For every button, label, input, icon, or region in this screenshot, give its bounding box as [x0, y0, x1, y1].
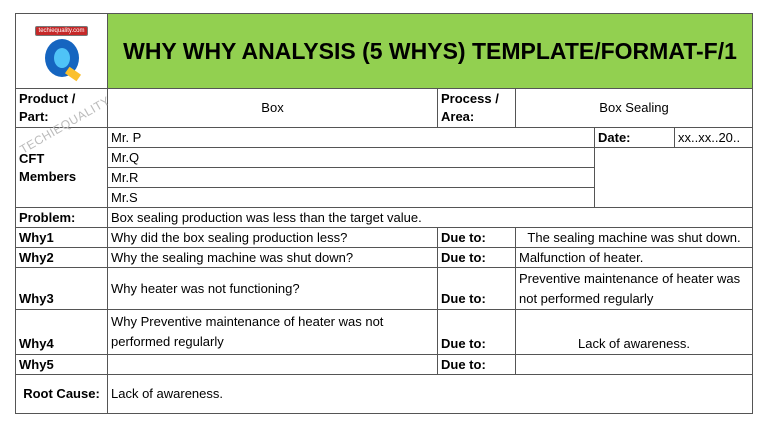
- cft-member: Mr.Q: [107, 147, 595, 168]
- problem-value: Box sealing production was less than the…: [107, 207, 753, 228]
- due-to-label: Due to:: [437, 227, 516, 248]
- cft-member: Mr.R: [107, 167, 595, 188]
- due-to-label: Due to:: [437, 309, 516, 355]
- cft-member: Mr. P: [107, 127, 595, 148]
- why4-answer: Lack of awareness.: [515, 309, 753, 355]
- process-label: Process / Area:: [437, 88, 516, 128]
- date-label: Date:: [594, 127, 675, 148]
- root-cause-value: Lack of awareness.: [107, 374, 753, 414]
- process-value: Box Sealing: [515, 88, 753, 128]
- product-label: Product / Part:: [15, 88, 108, 128]
- root-cause-label: Root Cause:: [15, 374, 108, 414]
- why4-question: Why Preventive maintenance of heater was…: [107, 309, 438, 355]
- why1-question: Why did the box sealing production less?: [107, 227, 438, 248]
- due-to-label: Due to:: [437, 267, 516, 310]
- date-value: xx..xx..20..: [674, 127, 753, 148]
- why3-question: Why heater was not functioning?: [107, 267, 438, 310]
- why3-answer: Preventive maintenance of heater was not…: [515, 267, 753, 310]
- why5-question: [107, 354, 438, 375]
- why5-answer: [515, 354, 753, 375]
- logo: techiequality.com: [15, 13, 108, 89]
- logo-q-icon: [44, 38, 79, 77]
- why2-answer: Malfunction of heater.: [515, 247, 753, 268]
- why4-label: Why4: [15, 309, 108, 355]
- problem-label: Problem:: [15, 207, 108, 228]
- product-value: Box: [107, 88, 438, 128]
- logo-text: techiequality.com: [34, 25, 89, 36]
- cft-member: Mr.S: [107, 187, 595, 208]
- why1-answer: The sealing machine was shut down.: [515, 227, 753, 248]
- blank-cell: [594, 147, 753, 208]
- why3-label: Why3: [15, 267, 108, 310]
- due-to-label: Due to:: [437, 354, 516, 375]
- page-title: WHY WHY ANALYSIS (5 WHYS) TEMPLATE/FORMA…: [107, 13, 753, 89]
- why5-label: Why5: [15, 354, 108, 375]
- cft-label: CFT Members: [15, 127, 108, 208]
- due-to-label: Due to:: [437, 247, 516, 268]
- why2-question: Why the sealing machine was shut down?: [107, 247, 438, 268]
- why1-label: Why1: [15, 227, 108, 248]
- why2-label: Why2: [15, 247, 108, 268]
